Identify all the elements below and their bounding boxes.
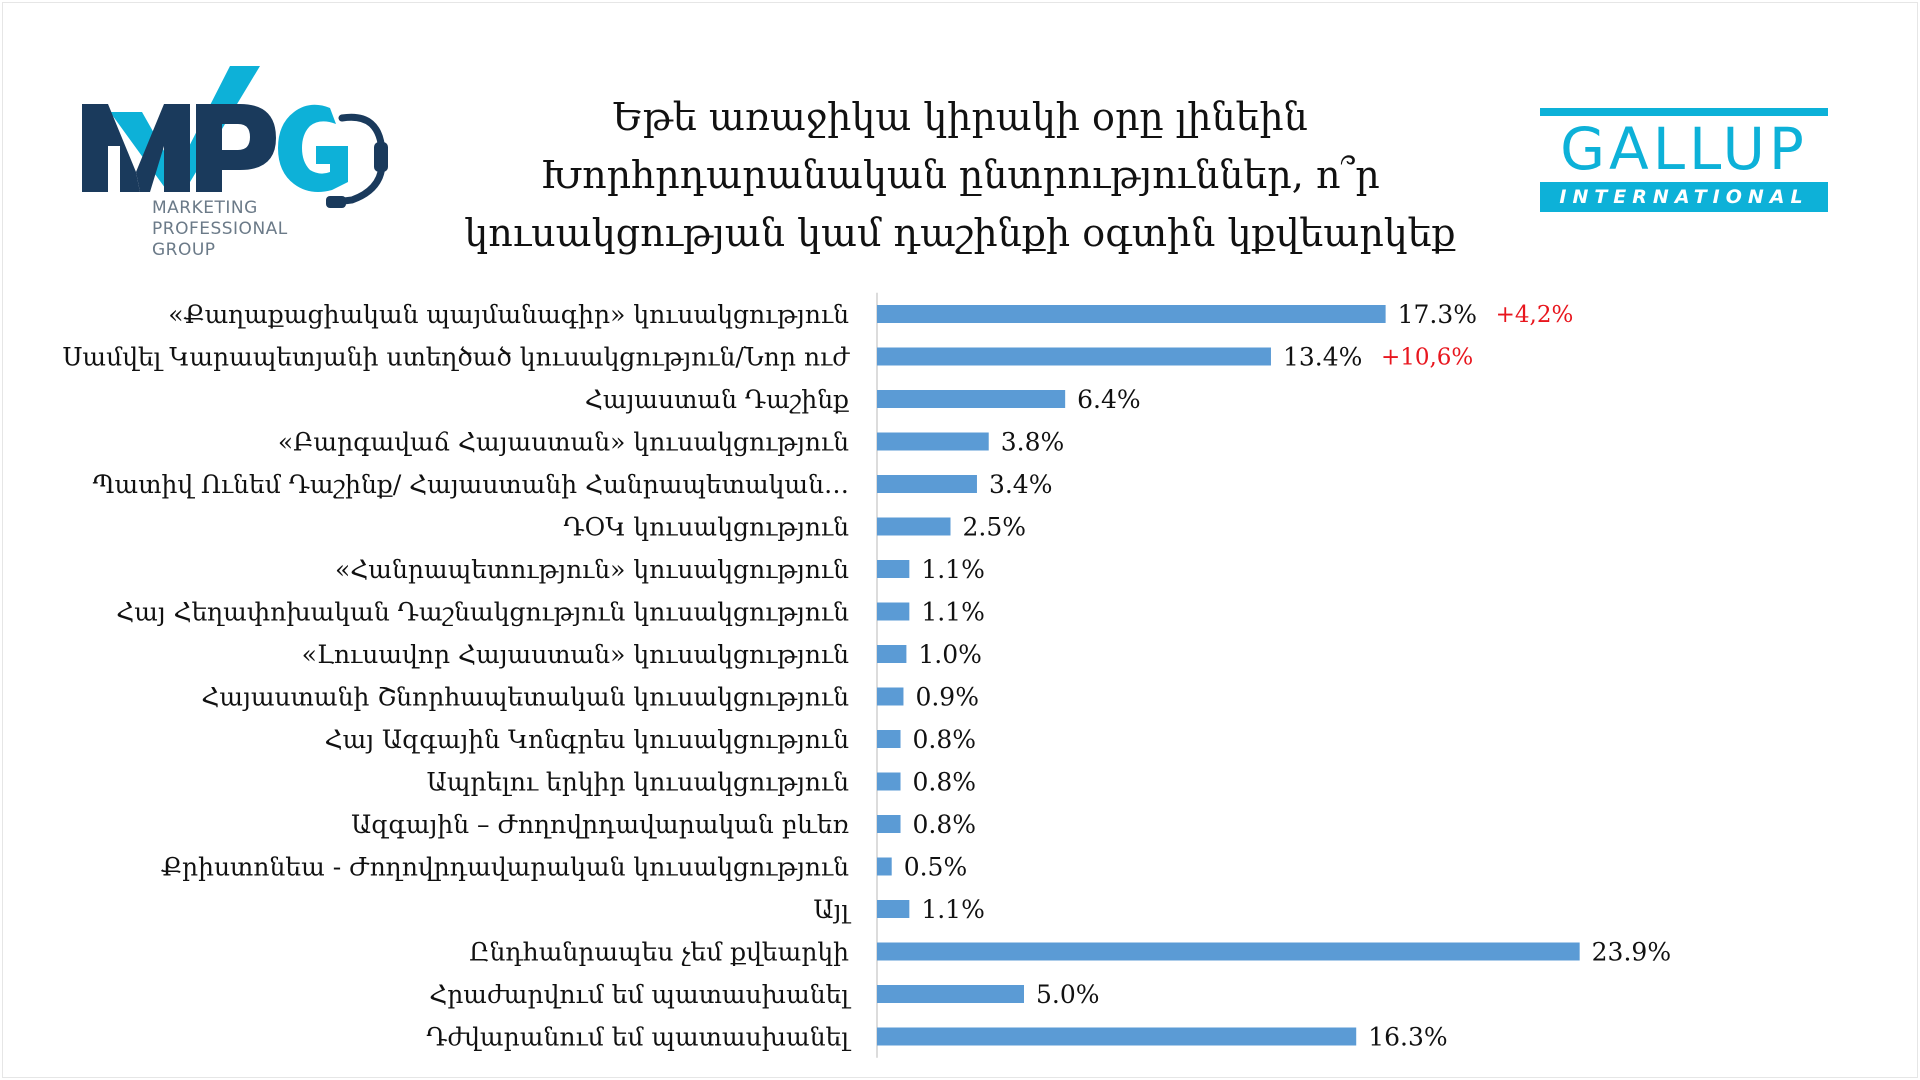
bar bbox=[877, 432, 989, 451]
category-label: Ապրելու երկիր կուսակցություն bbox=[427, 768, 850, 797]
value-label: 0.8% bbox=[913, 725, 977, 754]
chart-title-line: կուսակցության կամ դաշինքի օգտին կքվեարկե… bbox=[464, 211, 1456, 255]
change-label: +4,2% bbox=[1496, 302, 1574, 328]
value-label: 0.8% bbox=[913, 810, 977, 839]
value-label: 16.3% bbox=[1368, 1023, 1447, 1052]
bar bbox=[877, 1027, 1357, 1046]
mpg-letter-p bbox=[196, 104, 276, 192]
bar bbox=[877, 305, 1386, 323]
category-label: Ազգային – Ժողովրդավարական բևեռ bbox=[351, 810, 849, 839]
bar bbox=[877, 985, 1024, 1003]
value-label: 0.9% bbox=[915, 683, 979, 712]
bar bbox=[877, 857, 892, 876]
value-label: 23.9% bbox=[1592, 938, 1671, 967]
category-label: «Լուսավոր Հայաստան» կուսակցություն bbox=[302, 640, 850, 669]
gallup-top-bar bbox=[1540, 108, 1828, 116]
bar bbox=[877, 475, 977, 493]
bar bbox=[877, 645, 907, 663]
category-label: Դժվարանում եմ պատասխանել bbox=[426, 1023, 851, 1052]
value-label: 0.8% bbox=[913, 768, 977, 797]
value-label: 2.5% bbox=[963, 513, 1027, 542]
mpg-tagline: MARKETING PROFESSIONAL GROUP bbox=[152, 198, 288, 261]
bar bbox=[877, 560, 910, 578]
value-label: 6.4% bbox=[1077, 385, 1141, 414]
category-label: ԴՕԿ կուսակցություն bbox=[563, 513, 849, 542]
category-label: «Քաղաքացիական պայմանագիր» կուսակցություն bbox=[168, 300, 849, 329]
value-label: 17.3% bbox=[1398, 300, 1477, 329]
value-label: 1.0% bbox=[918, 640, 982, 669]
value-label: 1.1% bbox=[921, 895, 985, 924]
mpg-letter-g bbox=[278, 104, 348, 192]
category-label: Ընդհանրապես չեմ քվեարկի bbox=[469, 938, 849, 967]
mpg-tagline-line: PROFESSIONAL bbox=[152, 219, 288, 239]
bar bbox=[877, 347, 1271, 366]
value-label: 5.0% bbox=[1036, 980, 1100, 1009]
category-label: Սամվել Կարապետյանի ստեղծած կուսակցությու… bbox=[62, 343, 850, 372]
category-label: «Հանրապետություն» կուսակցություն bbox=[335, 555, 849, 584]
bar bbox=[877, 730, 901, 748]
category-label: Այլ bbox=[813, 895, 851, 924]
category-label: Հայաստանի Շնորհապետական կուսակցություն bbox=[201, 683, 849, 712]
bar bbox=[877, 517, 951, 536]
category-label: Հրաժարվում եմ պատասխանել bbox=[429, 980, 851, 1009]
category-label: Հայ Հեղափոխական Դաշնակցություն կուսակցու… bbox=[116, 598, 849, 627]
category-label: Պատիվ Ունեմ Դաշինք/ Հայաստանի Հանրապետակ… bbox=[93, 470, 849, 499]
mpg-tagline-line: MARKETING bbox=[152, 198, 258, 218]
gallup-subtitle: INTERNATIONAL bbox=[1540, 182, 1828, 212]
bar bbox=[877, 942, 1580, 961]
gallup-logo: GALLUP INTERNATIONAL bbox=[1540, 108, 1828, 212]
category-label: Հայ Ազգային Կոնգրես կուսակցություն bbox=[325, 725, 849, 754]
chart-title-line: Եթե առաջիկա կիրակի օրը լինեին bbox=[612, 95, 1308, 139]
mpg-logo bbox=[82, 66, 388, 208]
category-label: «Բարգավաճ Հայաստան» կուսակցություն bbox=[278, 428, 849, 457]
chart-title-line: Խորհրդարանական ընտրություններ, ո՞ր bbox=[540, 153, 1380, 197]
bar bbox=[877, 900, 910, 918]
value-label: 3.4% bbox=[989, 470, 1053, 499]
bar bbox=[877, 687, 904, 706]
gallup-wordmark: GALLUP bbox=[1560, 115, 1808, 183]
value-label: 1.1% bbox=[921, 555, 985, 584]
bar bbox=[877, 602, 910, 621]
chart-title: Եթե առաջիկա կիրակի օրը լինեին Խորհրդարան… bbox=[420, 88, 1500, 262]
value-label: 3.8% bbox=[1001, 428, 1065, 457]
mpg-tagline-line: GROUP bbox=[152, 240, 216, 260]
bar bbox=[877, 772, 901, 791]
category-label: Քրիստոնեա - Ժողովրդավարական կուսակցությո… bbox=[161, 853, 849, 882]
bar bbox=[877, 390, 1066, 408]
value-label: 0.5% bbox=[904, 853, 968, 882]
value-label: 13.4% bbox=[1283, 343, 1362, 372]
mpg-letter-m bbox=[82, 104, 140, 192]
change-label: +10,6% bbox=[1381, 345, 1473, 371]
category-label: Հայաստան Դաշինք bbox=[585, 385, 849, 414]
value-label: 1.1% bbox=[921, 598, 985, 627]
bar bbox=[877, 815, 901, 833]
